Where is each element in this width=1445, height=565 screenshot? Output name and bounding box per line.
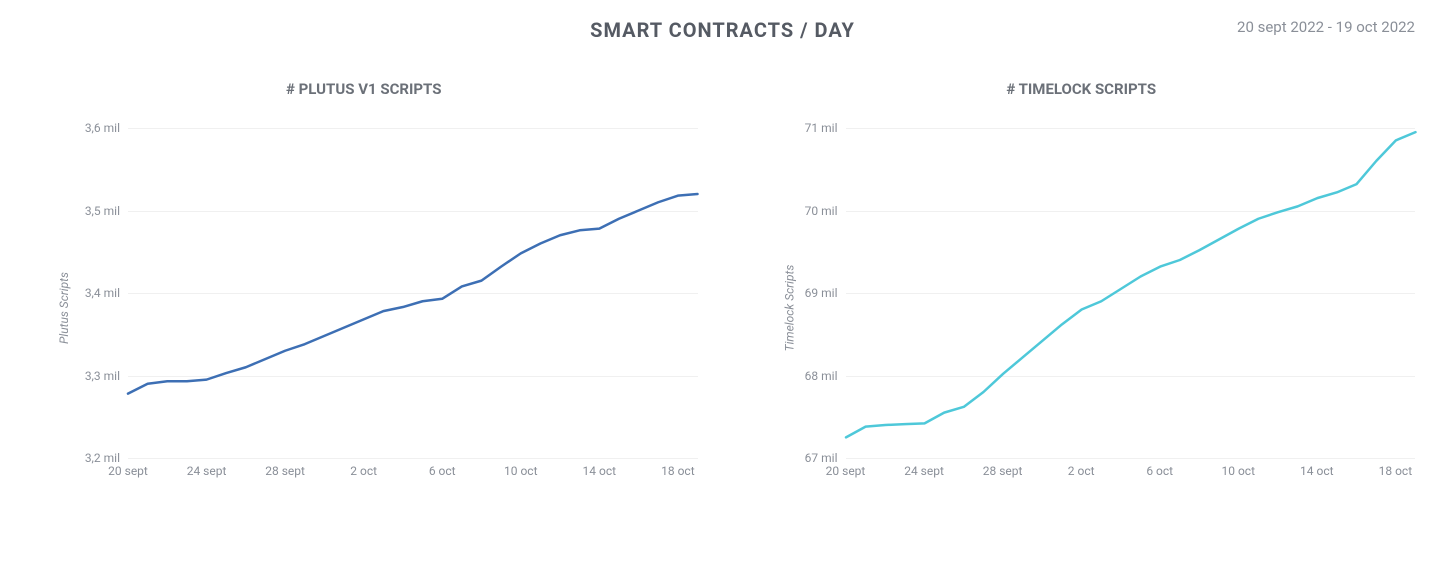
x-tick-label: 2 oct: [350, 464, 377, 478]
y-tick-label: 3,4 mil: [85, 286, 120, 300]
x-tick-label: 20 sept: [108, 464, 148, 478]
x-tick-label: 14 oct: [583, 464, 617, 478]
y-axis-label-timelock: Timelock Scripts: [782, 265, 796, 352]
x-tick-label: 2 oct: [1068, 464, 1095, 478]
chart-area-timelock: Timelock Scripts 67 mil68 mil69 mil70 mi…: [796, 128, 1416, 488]
series-line: [128, 194, 698, 394]
page-title: SMART CONTRACTS / DAY: [590, 18, 855, 42]
x-tick-label: 18 oct: [1379, 464, 1413, 478]
x-tick-label: 28 sept: [983, 464, 1023, 478]
x-tick-label: 10 oct: [504, 464, 538, 478]
y-tick-label: 70 mil: [805, 204, 838, 218]
chart-plutus: # PLUTUS V1 SCRIPTS Plutus Scripts 3,2 m…: [20, 80, 708, 488]
x-tick-label: 20 sept: [826, 464, 866, 478]
x-tick-label: 18 oct: [661, 464, 695, 478]
header: SMART CONTRACTS / DAY 20 sept 2022 - 19 …: [0, 0, 1445, 60]
series-line: [846, 132, 1416, 437]
y-tick-label: 3,2 mil: [85, 451, 120, 465]
chart-title-timelock: # TIMELOCK SCRIPTS: [738, 80, 1426, 98]
charts-row: # PLUTUS V1 SCRIPTS Plutus Scripts 3,2 m…: [0, 80, 1445, 488]
y-tick-label: 69 mil: [805, 286, 838, 300]
x-tick-label: 14 oct: [1300, 464, 1334, 478]
y-axis-label-plutus: Plutus Scripts: [57, 272, 71, 344]
x-tick-label: 10 oct: [1221, 464, 1255, 478]
date-range: 20 sept 2022 - 19 oct 2022: [1237, 18, 1415, 36]
y-tick-label: 3,6 mil: [85, 121, 120, 135]
x-tick-label: 6 oct: [1146, 464, 1173, 478]
y-tick-label: 3,3 mil: [85, 369, 120, 383]
line-chart-svg: [846, 128, 1416, 458]
y-tick-label: 68 mil: [805, 369, 838, 383]
y-tick-label: 3,5 mil: [85, 204, 120, 218]
plot-box-plutus: 3,2 mil3,3 mil3,4 mil3,5 mil3,6 mil20 se…: [128, 128, 698, 458]
chart-area-plutus: Plutus Scripts 3,2 mil3,3 mil3,4 mil3,5 …: [78, 128, 698, 488]
grid-line: [846, 458, 1416, 459]
y-tick-label: 67 mil: [805, 451, 838, 465]
y-tick-label: 71 mil: [805, 121, 838, 135]
x-tick-label: 24 sept: [187, 464, 227, 478]
plot-box-timelock: 67 mil68 mil69 mil70 mil71 mil20 sept24 …: [846, 128, 1416, 458]
x-tick-label: 6 oct: [429, 464, 456, 478]
chart-title-plutus: # PLUTUS V1 SCRIPTS: [20, 80, 708, 98]
chart-timelock: # TIMELOCK SCRIPTS Timelock Scripts 67 m…: [738, 80, 1426, 488]
x-tick-label: 28 sept: [265, 464, 305, 478]
grid-line: [128, 458, 698, 459]
x-tick-label: 24 sept: [904, 464, 944, 478]
line-chart-svg: [128, 128, 698, 458]
